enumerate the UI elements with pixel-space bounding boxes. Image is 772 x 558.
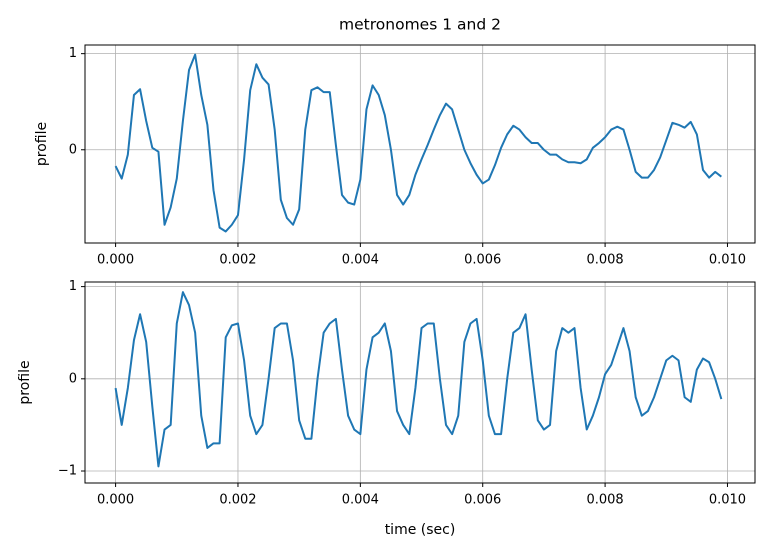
x-tick-label: 0.000 [97,253,134,268]
y-axis-label: profile [34,122,50,166]
x-tick-label: 0.000 [97,493,134,508]
x-tick-label: 0.004 [342,493,379,508]
x-axis-label: time (sec) [385,522,456,538]
y-tick-label: 0 [69,142,77,157]
y-tick-label: 0 [69,371,77,386]
x-tick-label: 0.006 [464,493,501,508]
line [114,291,723,468]
x-tick-label: 0.010 [709,493,746,508]
x-tick-label: 0.002 [219,253,256,268]
chart-title: metronomes 1 and 2 [339,16,501,34]
axes-frame [84,281,756,484]
y-tick-label: −1 [58,464,77,479]
y-tick-label: 1 [69,279,77,294]
x-tick-label: 0.008 [586,253,623,268]
axes-frame [84,44,756,244]
line [114,53,722,233]
y-tick-label: 1 [69,46,77,61]
x-tick-label: 0.008 [586,493,623,508]
y-axis-label: profile [17,360,33,404]
x-tick-label: 0.002 [219,493,256,508]
x-tick-label: 0.004 [342,253,379,268]
x-tick-label: 0.010 [709,253,746,268]
x-tick-label: 0.006 [464,253,501,268]
